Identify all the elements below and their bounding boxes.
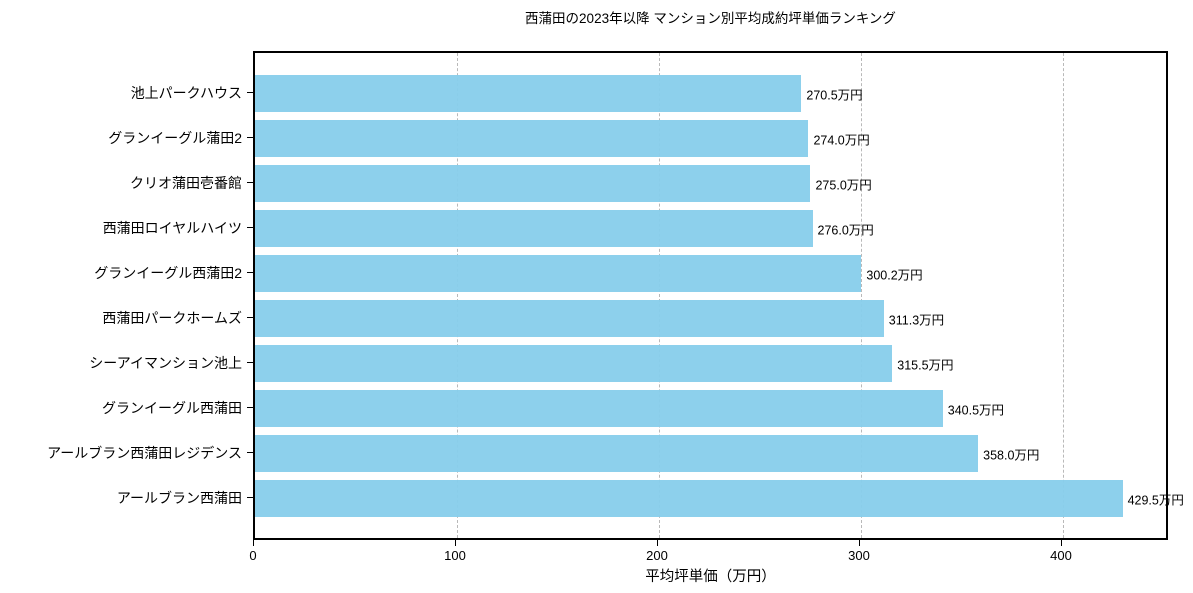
y-tick-mark [247,496,253,498]
category-label: グランイーグル蒲田2 [108,129,242,146]
bar [255,255,862,292]
bar [255,210,813,247]
x-tick-mark [656,540,658,546]
y-tick-mark [247,316,253,318]
category-label: シーアイマンション池上 [89,354,242,371]
bar [255,480,1123,517]
bar-value-label: 340.5万円 [947,403,1005,417]
bar-value-label: 429.5万円 [1127,493,1184,507]
y-tick-mark [247,271,253,273]
bar-value-label: 315.5万円 [897,358,954,372]
x-tick-mark [454,540,456,546]
category-label: 西蒲田ロイヤルハイツ [102,219,242,236]
y-tick-mark [247,451,253,453]
y-tick-mark [247,361,253,363]
category-label: グランイーグル西蒲田2 [94,264,242,281]
category-label: アールブラン西蒲田 [116,489,242,506]
bar-value-label: 274.0万円 [813,133,870,147]
category-label: 西蒲田パークホームズ [102,309,242,326]
bar [255,120,809,157]
bar [255,390,943,427]
y-tick-mark [247,91,253,93]
category-label: アールブラン西蒲田レジデンス [47,444,242,461]
bar-value-label: 270.5万円 [806,88,863,102]
y-tick-mark [247,181,253,183]
gridline [658,53,660,538]
gridline [456,53,458,538]
x-tick-label: 100 [444,548,466,563]
bar [255,300,884,337]
x-axis-label: 平均坪単価（万円） [645,569,776,585]
category-label: グランイーグル西蒲田 [102,399,242,416]
bar [255,165,811,202]
gridline [860,53,862,538]
x-tick-label: 400 [1050,548,1072,563]
chart-title: 西蒲田の2023年以降 マンション別平均成約坪単価ランキング [525,11,896,26]
bar [255,75,802,112]
x-tick-label: 200 [646,548,668,563]
bar-value-label: 358.0万円 [983,448,1040,462]
bar-value-label: 275.0万円 [815,178,872,192]
category-label: クリオ蒲田壱番館 [130,174,242,191]
bar-value-label: 300.2万円 [866,268,923,282]
category-label: 池上パークハウス [130,84,242,101]
y-tick-mark [247,136,253,138]
bar [255,345,893,382]
y-tick-mark [247,226,253,228]
bar [255,435,979,472]
x-tick-label: 0 [249,548,257,563]
bar-value-label: 276.0万円 [817,223,874,237]
x-tick-mark [1060,540,1062,546]
x-tick-mark [253,540,254,546]
x-tick-mark [858,540,860,546]
x-tick-label: 300 [848,548,870,563]
y-tick-mark [247,406,253,408]
bar-value-label: 311.3万円 [888,313,945,327]
gridline [1062,53,1064,538]
plot-area: 270.5万円 274.0万円 275.0万円 276.0万円 300.2万円 311.3… [253,51,1184,540]
